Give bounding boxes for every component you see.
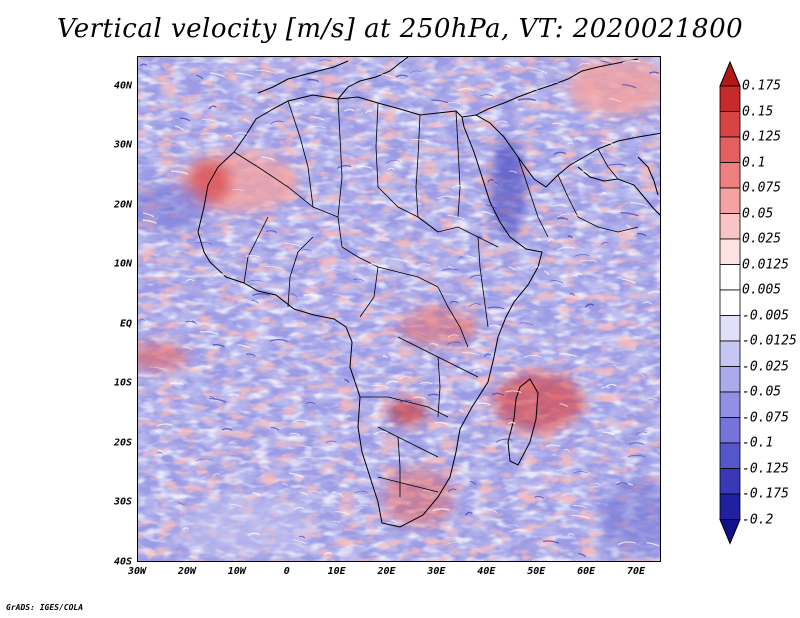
lat-tick-label: 10N	[113, 258, 132, 270]
contour-specks	[139, 57, 660, 558]
colorbar-label: -0.0125	[742, 333, 797, 349]
lon-tick-label: 10W	[227, 566, 246, 577]
lon-tick-label: 20W	[177, 566, 196, 577]
colorbar-swatch	[719, 289, 741, 316]
colorbar-label: 0.075	[742, 180, 782, 196]
lat-tick-label: 40S	[113, 556, 132, 568]
colorbar-label: -0.2	[742, 512, 774, 527]
colorbar-swatch	[719, 111, 741, 138]
colorbar-label: 0.1	[742, 155, 766, 170]
colorbar-label: 0.175	[742, 78, 782, 94]
colorbar-label: -0.075	[742, 410, 789, 425]
lat-tick-label: 10S	[113, 377, 132, 389]
lon-tick-label: 70E	[627, 566, 646, 577]
footer-credit: GrADS: IGES/COLA	[6, 603, 84, 612]
colorbar-label: 0.15	[742, 104, 774, 119]
colorbar-label: -0.025	[742, 359, 789, 374]
colorbar-swatch	[719, 417, 741, 444]
lat-tick-label: 40N	[113, 80, 132, 92]
lon-tick-label: 30W	[127, 566, 147, 577]
colorbar-swatch	[719, 315, 741, 342]
lon-tick-label: 30E	[427, 566, 446, 577]
colorbar-swatch	[719, 468, 741, 495]
colorbar-swatch	[719, 238, 741, 265]
colorbar-bottom-arrow	[719, 519, 741, 545]
colorbar-label: 0.005	[742, 282, 782, 298]
colorbar-label: 0.0125	[742, 257, 789, 272]
lat-tick-label: 20S	[113, 437, 132, 449]
lon-tick-label: 50E	[527, 566, 546, 577]
lat-tick-label: EQ	[119, 318, 132, 330]
colorbar-swatch	[719, 162, 741, 189]
lat-tick-label: 30S	[113, 496, 132, 508]
colorbar-label: -0.125	[742, 461, 789, 476]
colorbar-swatch	[719, 136, 741, 163]
colorbar-label: 0.025	[742, 231, 782, 247]
map-panel	[137, 56, 661, 562]
lat-tick-label: 20N	[113, 199, 132, 211]
colorbar-label: 0.125	[742, 129, 782, 145]
colorbar-swatch	[719, 85, 741, 112]
country-borders	[233, 98, 639, 497]
colorbar-label: -0.175	[742, 486, 789, 502]
lon-tick-label: 60E	[577, 566, 596, 577]
lon-tick-label: 10E	[327, 566, 346, 577]
colorbar-swatch	[719, 187, 741, 214]
lon-tick-label: 40E	[477, 566, 496, 577]
colorbar-swatch	[719, 340, 741, 367]
lon-tick-label: 0	[283, 566, 290, 577]
colorbar	[719, 60, 741, 545]
coastlines	[197, 57, 660, 528]
colorbar-swatch	[719, 493, 741, 520]
chart-title: Vertical velocity [m/s] at 250hPa, VT: 2…	[56, 14, 744, 44]
colorbar-top-arrow	[719, 60, 741, 87]
colorbar-swatch	[719, 442, 741, 469]
lat-tick-label: 30N	[113, 139, 132, 151]
colorbar-swatch	[719, 264, 741, 291]
colorbar-label: -0.005	[742, 308, 789, 323]
colorbar-label: 0.05	[742, 206, 774, 221]
colorbar-swatch	[719, 366, 741, 393]
colorbar-swatch	[719, 213, 741, 240]
colorbar-label: -0.05	[742, 384, 782, 400]
lon-tick-label: 20E	[377, 566, 396, 577]
colorbar-label: -0.1	[742, 435, 774, 451]
colorbar-swatch	[719, 391, 741, 418]
